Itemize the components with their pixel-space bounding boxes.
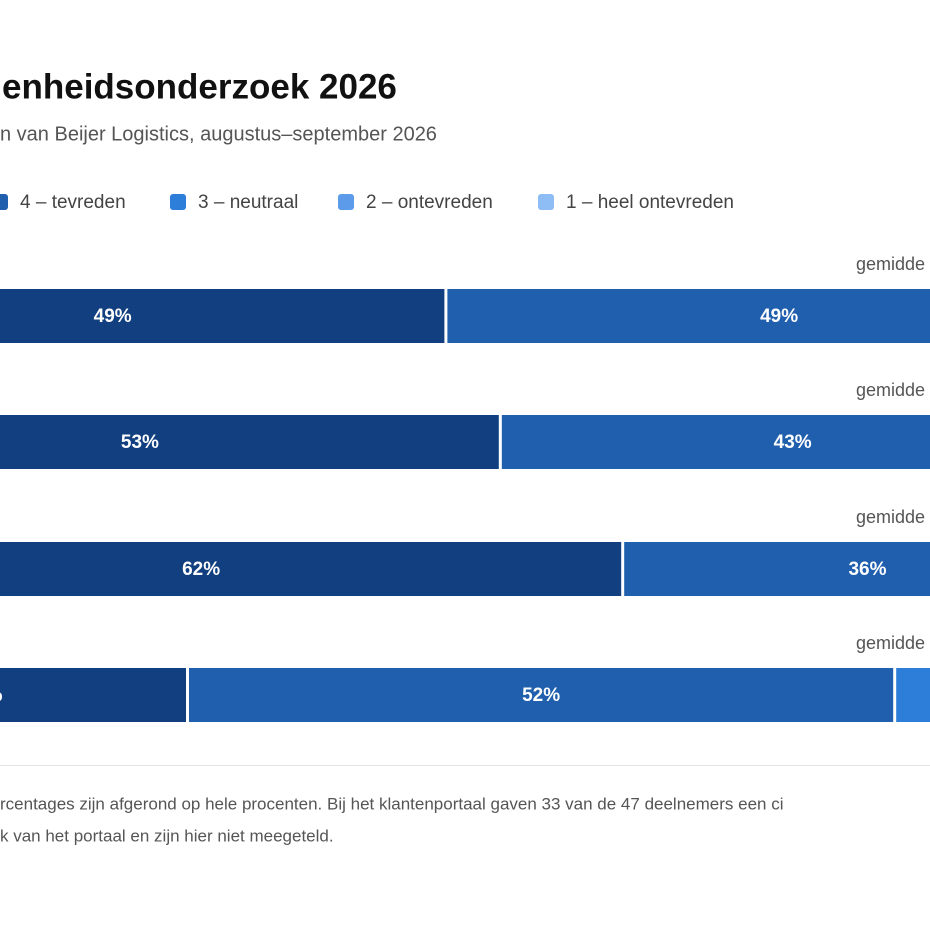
- legend-label: 1 – heel ontevreden: [566, 192, 734, 213]
- bar-segment: [447, 289, 930, 343]
- legend-swatch: [0, 194, 8, 210]
- bar-segment: [624, 542, 930, 596]
- row-note: gemidde: [856, 507, 925, 527]
- row-note: gemidde: [856, 380, 925, 400]
- chart-title: enheidsonderzoek 2026: [2, 67, 397, 106]
- bar-value-label: 30%: [0, 685, 3, 706]
- bar-value-label: 52%: [522, 685, 560, 706]
- row-note: gemidde: [856, 633, 925, 653]
- bar-segment: [501, 415, 930, 469]
- bar-segment: [0, 668, 186, 722]
- row-note: gemidde: [856, 254, 925, 274]
- footnote: k van het portaal en zijn hier niet meeg…: [0, 826, 334, 845]
- legend-swatch: [338, 194, 354, 210]
- bar-value-label: 43%: [774, 432, 812, 453]
- legend-swatch: [538, 194, 554, 210]
- bar-value-label: 36%: [848, 559, 886, 580]
- bar-segment: [189, 668, 894, 722]
- legend-label: 4 – tevreden: [20, 192, 126, 213]
- legend-label: 2 – ontevreden: [366, 192, 493, 213]
- bar-segment: [0, 289, 445, 343]
- legend-label: 3 – neutraal: [198, 192, 298, 213]
- legend-swatch: [170, 194, 186, 210]
- bar-value-label: 49%: [94, 306, 132, 327]
- bar-value-label: 49%: [760, 306, 798, 327]
- bar-segment: [0, 542, 622, 596]
- bar-value-label: 62%: [182, 559, 220, 580]
- bar-segment: [0, 415, 499, 469]
- bar-value-label: 53%: [121, 432, 159, 453]
- bar-segment: [896, 668, 930, 722]
- footnote: rcentages zijn afgerond op hele procente…: [0, 794, 783, 813]
- chart-subtitle: n van Beijer Logistics, augustus–septemb…: [0, 123, 437, 145]
